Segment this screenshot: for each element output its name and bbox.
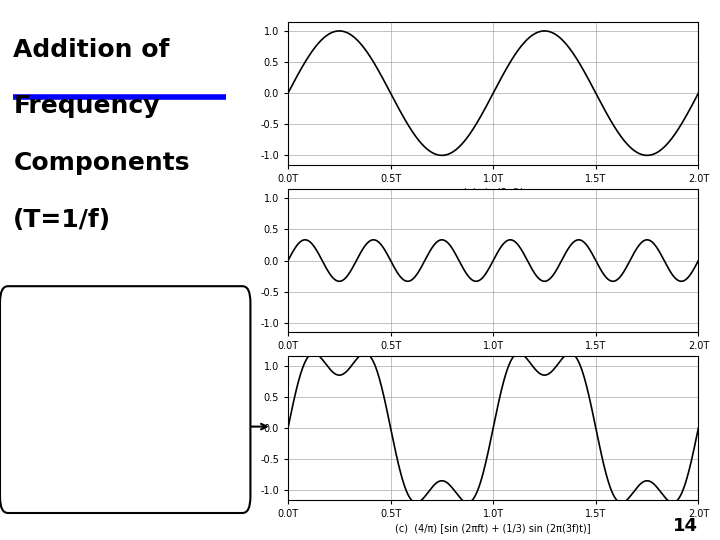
Text: Addition of: Addition of bbox=[14, 38, 170, 62]
X-axis label: (c)  (4/π) [sin (2πft) + (1/3) sin (2π(3f)t)]: (c) (4/π) [sin (2πft) + (1/3) sin (2π(3f… bbox=[395, 523, 591, 532]
Text: (T=1/f): (T=1/f) bbox=[14, 208, 112, 232]
Text: This signal has only two
frequency components:

(1) frequency f

(2) frequency 3: This signal has only two frequency compo… bbox=[22, 319, 171, 422]
X-axis label: (b) (1/3) sin (2π(3f)t): (b) (1/3) sin (2π(3f)t) bbox=[443, 355, 544, 365]
Text: Frequency: Frequency bbox=[14, 94, 160, 118]
Text: 14: 14 bbox=[673, 517, 698, 535]
FancyBboxPatch shape bbox=[0, 286, 251, 513]
Text: Components: Components bbox=[14, 151, 190, 175]
X-axis label: (a) sin (2πft): (a) sin (2πft) bbox=[463, 188, 523, 198]
